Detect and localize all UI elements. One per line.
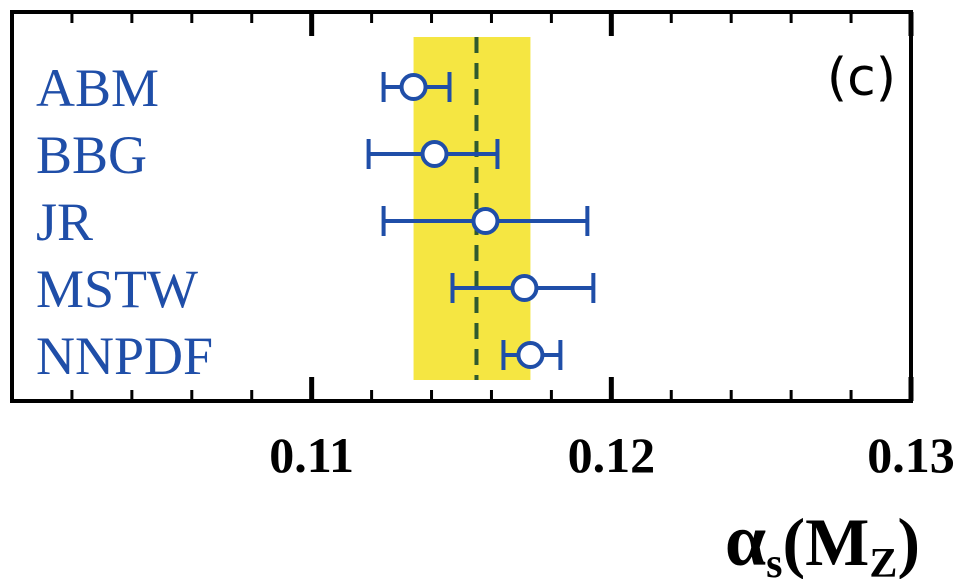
category-label: MSTW: [36, 259, 198, 319]
panel-label: (c): [827, 48, 896, 108]
x-axis-title-open-paren: (: [782, 504, 805, 579]
x-axis-title-symbol: α: [725, 500, 766, 579]
data-points-layer: [366, 72, 596, 370]
x-tick-label: 0.12: [568, 427, 656, 483]
plot-frame: [10, 10, 913, 403]
data-point: [471, 207, 500, 235]
x-tick-label: 0.11: [269, 427, 354, 483]
highlight-band: [413, 37, 531, 380]
category-label: NNPDF: [36, 326, 213, 386]
data-point: [510, 274, 539, 302]
category-label: BBG: [36, 125, 147, 185]
category-labels-layer: ABM BBG JR MSTW NNPDF: [36, 58, 213, 386]
data-point: [516, 341, 545, 369]
x-tick-labels-layer: 0.11 0.12 0.13: [269, 427, 954, 483]
data-point: [399, 73, 428, 101]
x-tick-label: 0.13: [867, 427, 955, 483]
x-axis-title: αs(MZ): [725, 500, 920, 579]
category-label: ABM: [36, 58, 159, 118]
data-point: [420, 140, 449, 168]
x-axis-title-close-paren: ): [897, 504, 920, 579]
x-axis-title-arg: M: [805, 504, 869, 579]
band-layer: [413, 37, 531, 380]
x-axis-title-arg-subscript: Z: [869, 541, 897, 579]
x-axis-title-subscript: s: [766, 541, 782, 579]
category-label: JR: [36, 192, 93, 252]
